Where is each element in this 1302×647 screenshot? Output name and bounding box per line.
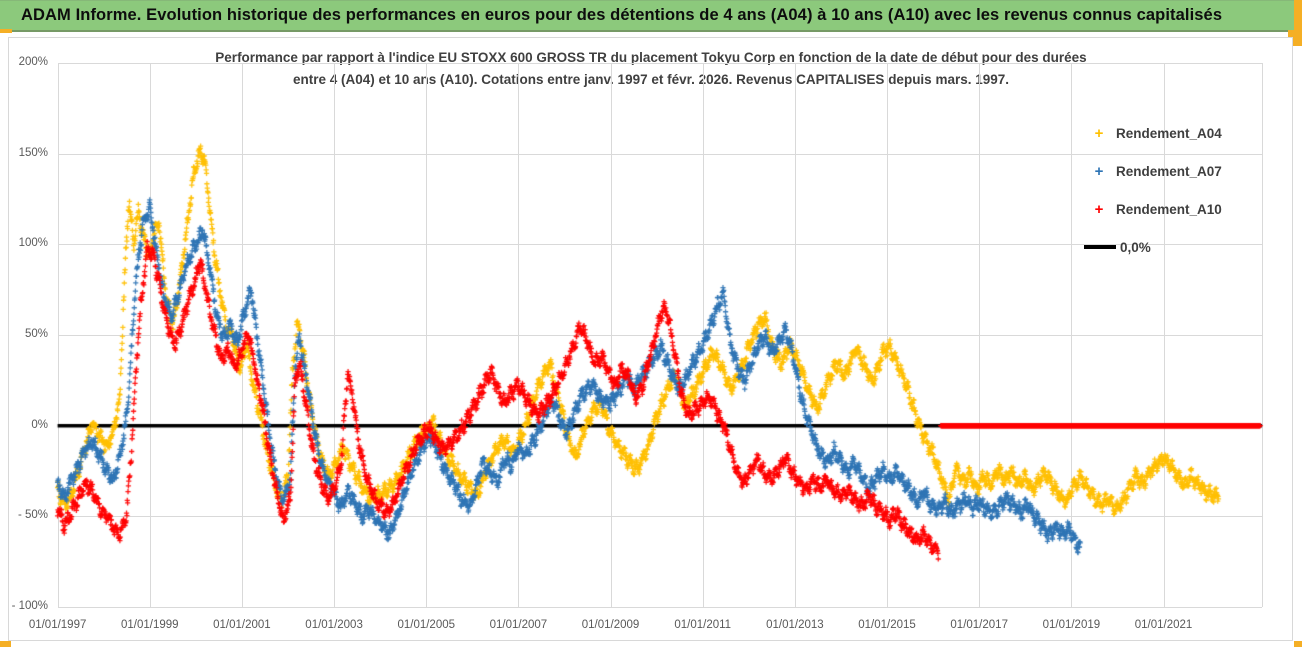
y-axis-label: 0% xyxy=(31,418,48,431)
x-axis-label: 01/01/2015 xyxy=(858,619,916,631)
banner-text: ADAM Informe. Evolution historique des p… xyxy=(21,6,1223,24)
y-gridline xyxy=(57,335,1262,337)
orange-edge-accent-right xyxy=(1294,0,1302,32)
x-axis-label: 01/01/2005 xyxy=(397,619,456,631)
legend-item-rendement-a04[interactable]: + Rendement_A04 xyxy=(1084,114,1284,152)
sheet-title-banner: ADAM Informe. Evolution historique des p… xyxy=(0,0,1294,32)
x-axis-label: 01/01/2017 xyxy=(950,619,1008,631)
legend-label: Rendement_A04 xyxy=(1116,125,1222,141)
x-gridline xyxy=(1071,63,1073,607)
x-gridline xyxy=(518,63,520,607)
chart-legend: + Rendement_A04 + Rendement_A07 + Rendement_A… xyxy=(1084,114,1284,266)
plus-marker-icon: + xyxy=(1094,200,1104,218)
orange-corner-accent-top-left xyxy=(0,29,12,33)
x-axis-label: 01/01/2019 xyxy=(1042,619,1101,631)
x-gridline xyxy=(794,63,796,607)
y-axis-label: 100% xyxy=(18,237,48,250)
y-gridline xyxy=(57,425,1262,427)
x-axis-label: 01/01/2009 xyxy=(581,619,640,631)
chart-title: Performance par rapport à l'indice EU ST… xyxy=(0,47,1302,91)
x-axis-label: 01/01/2007 xyxy=(489,619,548,631)
x-gridline xyxy=(57,63,59,607)
x-gridline xyxy=(334,63,336,607)
orange-corner-accent-bottom-left xyxy=(0,641,11,647)
x-axis-label: 01/01/2011 xyxy=(674,619,732,631)
legend-item-0-0-[interactable]: 0,0% xyxy=(1084,228,1284,266)
x-gridline xyxy=(702,63,704,607)
x-gridline xyxy=(241,63,243,607)
legend-item-rendement-a07[interactable]: + Rendement_A07 xyxy=(1084,152,1284,190)
legend-label: 0,0% xyxy=(1120,239,1151,255)
x-axis-label: 01/01/1999 xyxy=(120,619,179,631)
x-gridline xyxy=(426,63,428,607)
x-axis-label: 01/01/2021 xyxy=(1134,619,1193,631)
legend-item-rendement-a10[interactable]: + Rendement_A10 xyxy=(1084,190,1284,228)
x-gridline xyxy=(149,63,151,607)
x-axis-label: 01/01/2003 xyxy=(305,619,363,631)
zero-line-icon xyxy=(1084,245,1116,249)
y-axis-label: - 50% xyxy=(17,509,48,522)
x-gridline xyxy=(887,63,889,607)
y-gridline xyxy=(57,63,1262,65)
legend-label: Rendement_A10 xyxy=(1116,201,1222,217)
x-gridline xyxy=(979,63,981,607)
orange-corner-accent-bottom-right xyxy=(1294,641,1302,647)
y-gridline xyxy=(57,607,1262,609)
legend-label: Rendement_A07 xyxy=(1116,163,1222,179)
y-gridline xyxy=(57,153,1262,155)
y-gridline xyxy=(57,516,1262,518)
x-gridline xyxy=(610,63,612,607)
x-axis-label: 01/01/2001 xyxy=(213,619,271,631)
y-axis-label: 150% xyxy=(18,146,48,159)
y-axis-label: 200% xyxy=(18,56,48,69)
chart-title-line1: Performance par rapport à l'indice EU ST… xyxy=(215,50,1087,65)
chart-title-line2: entre 4 (A04) et 10 ans (A10). Cotations… xyxy=(292,72,1010,87)
plus-marker-icon: + xyxy=(1094,124,1104,142)
y-gridline xyxy=(57,244,1262,246)
plus-marker-icon: + xyxy=(1094,162,1104,180)
x-axis-label: 01/01/1997 xyxy=(28,619,87,631)
x-axis-label: 01/01/2013 xyxy=(766,619,824,631)
y-axis-label: - 100% xyxy=(11,600,48,613)
y-axis-label: 50% xyxy=(24,328,48,341)
